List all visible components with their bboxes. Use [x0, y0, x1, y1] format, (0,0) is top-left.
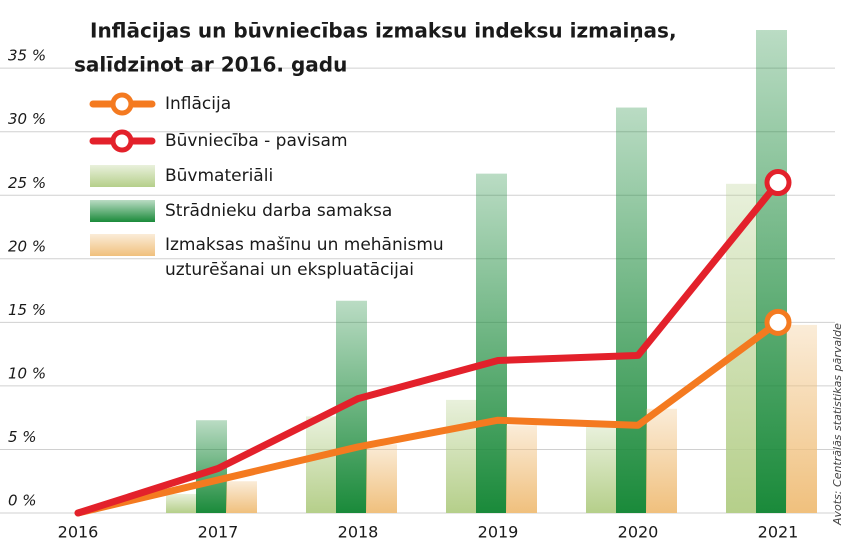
y-tick-label: 5 % — [8, 428, 37, 446]
legend-marker — [110, 129, 134, 153]
legend-label: Būvniecība - pavisam — [165, 131, 348, 151]
chart-title: Inflācijas un būvniecības izmaksu indeks… — [90, 19, 677, 43]
bar — [366, 444, 397, 513]
y-tick-label: 35 % — [8, 47, 46, 65]
legend-label: Strādnieku darba samaksa — [165, 201, 392, 221]
point-marker — [764, 169, 792, 197]
y-tick-label: 15 % — [8, 301, 46, 319]
y-tick-label: 25 % — [8, 174, 46, 192]
bar — [616, 107, 647, 514]
bar — [306, 416, 337, 513]
bar — [446, 399, 477, 513]
bar — [226, 481, 257, 513]
legend-marker — [110, 92, 134, 116]
bar — [756, 30, 787, 514]
source: Avots: Centrālās statistikas pārvalde — [831, 323, 843, 526]
x-tick-label: 2017 — [198, 523, 239, 542]
line — [74, 318, 782, 517]
legend-swatch — [90, 165, 155, 187]
bar — [586, 426, 617, 513]
legend-swatch — [90, 200, 155, 222]
x-tick-label: 2018 — [338, 523, 379, 542]
legend-swatch — [90, 234, 155, 256]
y-tick-label: 10 % — [8, 364, 46, 382]
bar — [786, 324, 817, 513]
bar — [506, 425, 537, 513]
x-tick-label: 2016 — [58, 523, 99, 542]
line — [74, 179, 782, 517]
bar — [166, 493, 197, 513]
y-tick-label: 0 % — [8, 492, 37, 510]
y-tick-label: 20 % — [8, 237, 46, 255]
bar — [646, 408, 677, 513]
legend-label: Izmaksas mašīnu un mehānismu uzturēšanai … — [165, 235, 444, 280]
legend-label: Inflācija — [165, 94, 231, 114]
x-tick-label: 2020 — [618, 523, 659, 542]
y-tick-label: 30 % — [8, 110, 46, 128]
point-marker — [764, 308, 792, 336]
chart-title: salīdzinot ar 2016. gadu — [74, 53, 347, 77]
x-tick-label: 2019 — [478, 523, 519, 542]
bar — [476, 173, 507, 513]
legend-label: Būvmateriāli — [165, 166, 273, 186]
x-tick-label: 2021 — [758, 523, 799, 542]
